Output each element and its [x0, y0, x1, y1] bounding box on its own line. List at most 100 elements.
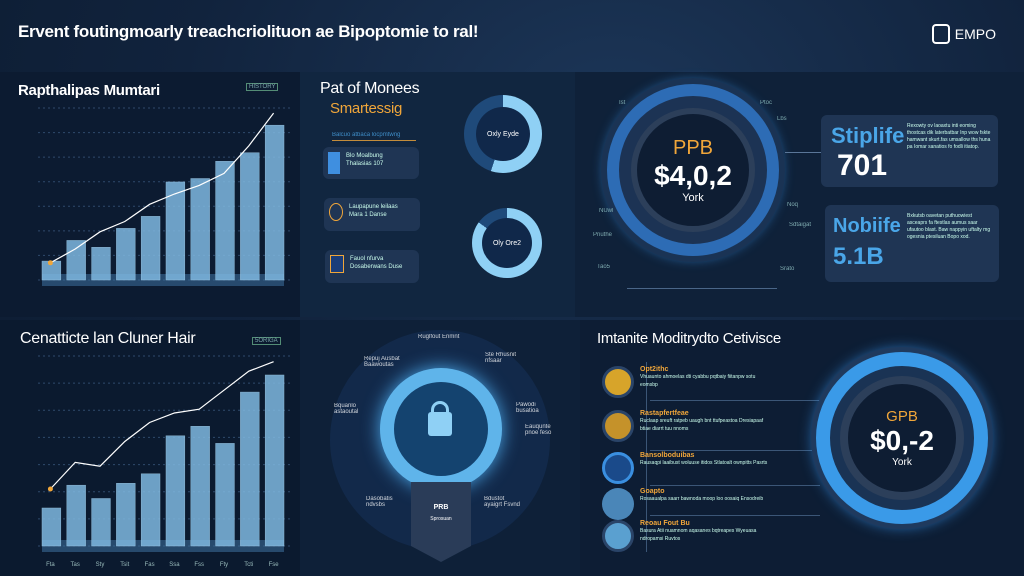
bar-line-chart [38, 107, 290, 286]
trend-line [49, 361, 274, 490]
bar [215, 443, 235, 547]
ring-label: Repuj Ausbat Baawoutas [364, 356, 400, 368]
item-text: Basura Atii nuamnom aqasanes bqtreapes W… [640, 528, 757, 542]
currency-panel-bottom: Imtanite Moditrydto Cetivisce Opt2ithc Vh… [580, 320, 1024, 576]
list-item[interactable]: Fauol nfurva Dosaberwans Duse [325, 250, 419, 283]
timeline-line [646, 362, 647, 552]
bar [116, 228, 136, 281]
bar [240, 152, 260, 281]
plane-icon [602, 520, 634, 552]
currency-amount: $4,0,2 [654, 159, 732, 191]
currency-ring: PPB $4,0,2 York [607, 84, 779, 256]
item-text: Rausaqpi laaibust woluuse itidos Stlatoa… [640, 460, 768, 466]
bar [140, 473, 161, 547]
item-title: Fauol nfurva [350, 256, 384, 262]
coin-icon [330, 255, 344, 273]
bar [264, 124, 285, 281]
currency-ring: GPB $0,-2 York [816, 352, 988, 524]
item-text: Ruclaap sreuft ratpeb uaugh bnt ttufpeas… [640, 418, 764, 432]
security-panel: PRB Sprosuan Ruglfout Enmnt Repuj Ausbat… [300, 320, 580, 576]
center-value: PRB [433, 504, 449, 511]
x-tick-label: Fas [145, 562, 155, 568]
x-tick-label: Tas [71, 562, 80, 568]
stat-text: Bxkutsb oavetan puthuowiest asceaprs fa … [907, 213, 991, 240]
chart-panel-bottom-left: Cenatticte lan Cluner Hair 5ORIGA Fta Tas… [0, 320, 300, 576]
document-icon [602, 366, 634, 398]
ring-label: Pawodi busatioa [516, 402, 539, 414]
ring-label: Ist [619, 100, 626, 106]
ring-label: Bdustot ayaigrt Fsvnd [484, 496, 521, 508]
x-tick-label: Tsit [120, 562, 129, 568]
x-tick-label: Fse [269, 562, 280, 568]
gauge-label: Oly Ore2 [482, 218, 532, 268]
page-title: Ervent foutingmoarly treachcriolituon ae… [18, 22, 479, 41]
footnote-line [627, 288, 777, 289]
panel-title: Imtanite Moditrydto Cetivisce [597, 330, 781, 347]
section-heading: Balcuo atbaca locpmtwng [332, 132, 416, 141]
divider [650, 450, 820, 451]
bar [190, 178, 210, 281]
item-title: Rastapfertfeae [640, 410, 689, 417]
globe-icon [602, 488, 634, 520]
item-text: Rosaaualpa saarr bawnoda moop loo oosaiq… [640, 496, 764, 502]
ring-label: Sdtaigat [789, 222, 812, 228]
chart-title: Rapthalipas Mumtari [18, 82, 160, 99]
bar [91, 498, 111, 547]
bar [165, 181, 186, 281]
x-tick-label: Ssa [169, 562, 180, 568]
ring-label: Ste Rhusnit nfsaar [485, 352, 517, 364]
item-title: Opt2ithc [640, 366, 669, 373]
ring-label: Eauqunte pnoe feso [525, 424, 552, 436]
chart-badge: HISTORY [246, 83, 279, 91]
start-point [47, 260, 53, 266]
bar [215, 161, 235, 281]
ring-label: NUwl [599, 208, 614, 214]
x-tick-label: Sty [96, 562, 105, 568]
currency-unit: York [892, 457, 912, 468]
stat-title: Stiplife [831, 123, 905, 148]
item-sub: Mara 1 Danse [349, 212, 387, 218]
panel-subtitle: Smartessig [330, 100, 403, 117]
start-point [47, 486, 53, 492]
x-tick-label: Fta [46, 562, 55, 568]
gauge-label: Oxly Eyde [476, 107, 530, 161]
ring-label: Ruglfout Enmnt [418, 334, 460, 340]
item-title: Laupapune leilaas [349, 204, 398, 210]
stat-card: Stiplife 701 Rexowty ov laoaxtu inti eom… [821, 115, 998, 187]
x-tick-label: Tcti [244, 562, 253, 568]
bar-line-chart: Fta Tas Sty Tsit Fas Ssa Fss Fty Tcti Fse [38, 355, 290, 568]
bar [66, 484, 86, 547]
center-sub: Sprosuan [430, 516, 452, 522]
ring-label: Tao5 [597, 264, 611, 270]
currency-unit: York [682, 191, 704, 204]
connector-line [785, 152, 823, 153]
ring-label: Priuthe [593, 232, 613, 238]
trend-line [50, 112, 275, 264]
bar [190, 426, 210, 547]
device-icon [328, 152, 340, 174]
item-title: Reoau Fout Bu [640, 520, 690, 527]
ring-label: Srato [780, 266, 795, 272]
divider [650, 485, 820, 486]
list-item[interactable]: Blo Moalbung Thalasias 107 [323, 147, 419, 179]
money-panel: Pat of Monees Smartessig Balcuo atbaca l… [300, 72, 575, 317]
chart-title: Cenatticte lan Cluner Hair [20, 330, 196, 347]
ring-label: Noq [787, 202, 799, 208]
currency-amount: $0,-2 [870, 425, 934, 456]
bar [91, 247, 111, 281]
item-title: Goapto [640, 488, 665, 495]
logo: EMPO [931, 24, 996, 44]
bar [66, 240, 86, 281]
chart-badge: 5ORIGA [252, 337, 281, 345]
lock-icon [428, 401, 452, 436]
currency-panel-top: PPB $4,0,2 York Ist Ptoc Lbs NUwl Noq Pr… [575, 72, 1024, 317]
x-tick-label: Fss [194, 562, 204, 568]
item-text: Vhuaunto ahmoelas dti cyabbu pqtbaiy fii… [640, 374, 756, 388]
item-sub: Dosaberwans Duse [350, 264, 403, 270]
list-item[interactable]: Laupapune leilaas Mara 1 Danse [324, 198, 420, 231]
bar [116, 483, 136, 547]
bar [264, 374, 285, 547]
bar [165, 435, 186, 547]
gauge-2: Oly Ore2 [472, 208, 542, 278]
ring-label: Bquanlo astaoutal [334, 403, 359, 415]
